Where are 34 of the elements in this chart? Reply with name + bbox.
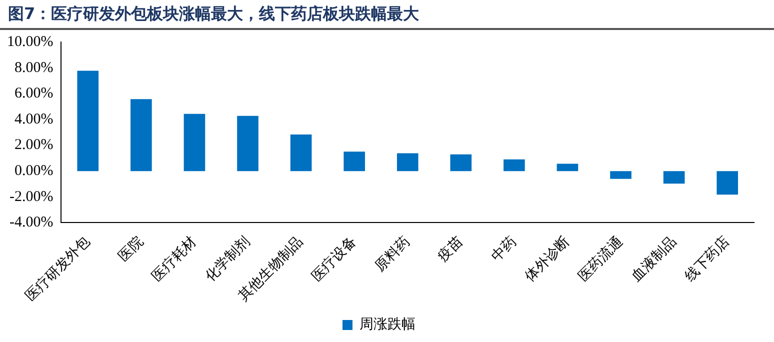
x-tick-label: 疫苗 — [435, 234, 466, 265]
x-tick-label: 医疗研发外包 — [22, 234, 94, 304]
chart-title: 图7：医疗研发外包板块涨幅最大，线下药店板块跌幅最大 — [0, 0, 774, 30]
x-tick-label: 线下药店 — [682, 234, 733, 285]
y-tick-label: 8.00% — [14, 60, 54, 76]
y-tick-label: -4.00% — [9, 214, 54, 231]
bar — [396, 153, 418, 172]
bar — [450, 154, 472, 172]
y-tick-label: 4.00% — [14, 111, 54, 128]
bar — [663, 171, 685, 184]
bar — [130, 99, 152, 172]
y-tick-label: 0.00% — [14, 163, 54, 180]
bar — [344, 152, 365, 172]
bar — [716, 171, 738, 195]
bar — [237, 116, 258, 172]
bar — [290, 134, 312, 172]
y-tick-label: 10.00% — [6, 34, 54, 50]
y-tick-label: 6.00% — [14, 86, 54, 102]
y-tick-label: -2.00% — [9, 188, 54, 205]
legend-label: 周涨跌幅 — [360, 316, 416, 333]
x-tick-label: 医药流通 — [575, 234, 626, 285]
x-tick-label: 中药 — [488, 234, 520, 265]
x-tick-label: 体外诊断 — [522, 234, 573, 285]
x-tick-label: 医疗设备 — [308, 234, 360, 285]
bar — [504, 159, 525, 172]
x-tick-label: 医院 — [115, 234, 147, 265]
bar — [610, 171, 632, 179]
bar — [184, 114, 206, 172]
bar — [77, 70, 99, 172]
x-tick-label: 原料药 — [372, 234, 414, 275]
x-tick-label: 医疗耗材 — [148, 234, 200, 285]
y-tick-label: 2.00% — [14, 137, 54, 154]
x-tick-label: 血液制品 — [628, 234, 680, 285]
bar — [556, 164, 578, 172]
